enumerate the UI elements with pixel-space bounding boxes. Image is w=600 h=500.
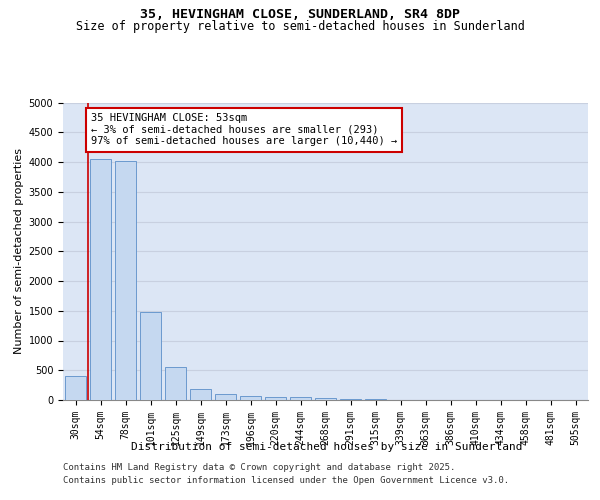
- Bar: [115, 161, 136, 400]
- Bar: [315, 398, 336, 400]
- Bar: [65, 376, 86, 400]
- Text: 35, HEVINGHAM CLOSE, SUNDERLAND, SR4 8DP: 35, HEVINGHAM CLOSE, SUNDERLAND, SR4 8DP: [140, 8, 460, 20]
- Bar: [240, 396, 261, 400]
- Bar: [140, 312, 161, 400]
- Bar: [90, 159, 111, 400]
- Bar: [190, 389, 211, 400]
- Text: Size of property relative to semi-detached houses in Sunderland: Size of property relative to semi-detach…: [76, 20, 524, 33]
- Text: Distribution of semi-detached houses by size in Sunderland: Distribution of semi-detached houses by …: [131, 442, 523, 452]
- Bar: [165, 367, 186, 400]
- Bar: [265, 396, 286, 400]
- Text: Contains HM Land Registry data © Crown copyright and database right 2025.: Contains HM Land Registry data © Crown c…: [63, 464, 455, 472]
- Text: Contains public sector information licensed under the Open Government Licence v3: Contains public sector information licen…: [63, 476, 509, 485]
- Text: 35 HEVINGHAM CLOSE: 53sqm
← 3% of semi-detached houses are smaller (293)
97% of : 35 HEVINGHAM CLOSE: 53sqm ← 3% of semi-d…: [91, 113, 397, 146]
- Bar: [215, 394, 236, 400]
- Bar: [340, 399, 361, 400]
- Bar: [290, 398, 311, 400]
- Y-axis label: Number of semi-detached properties: Number of semi-detached properties: [14, 148, 25, 354]
